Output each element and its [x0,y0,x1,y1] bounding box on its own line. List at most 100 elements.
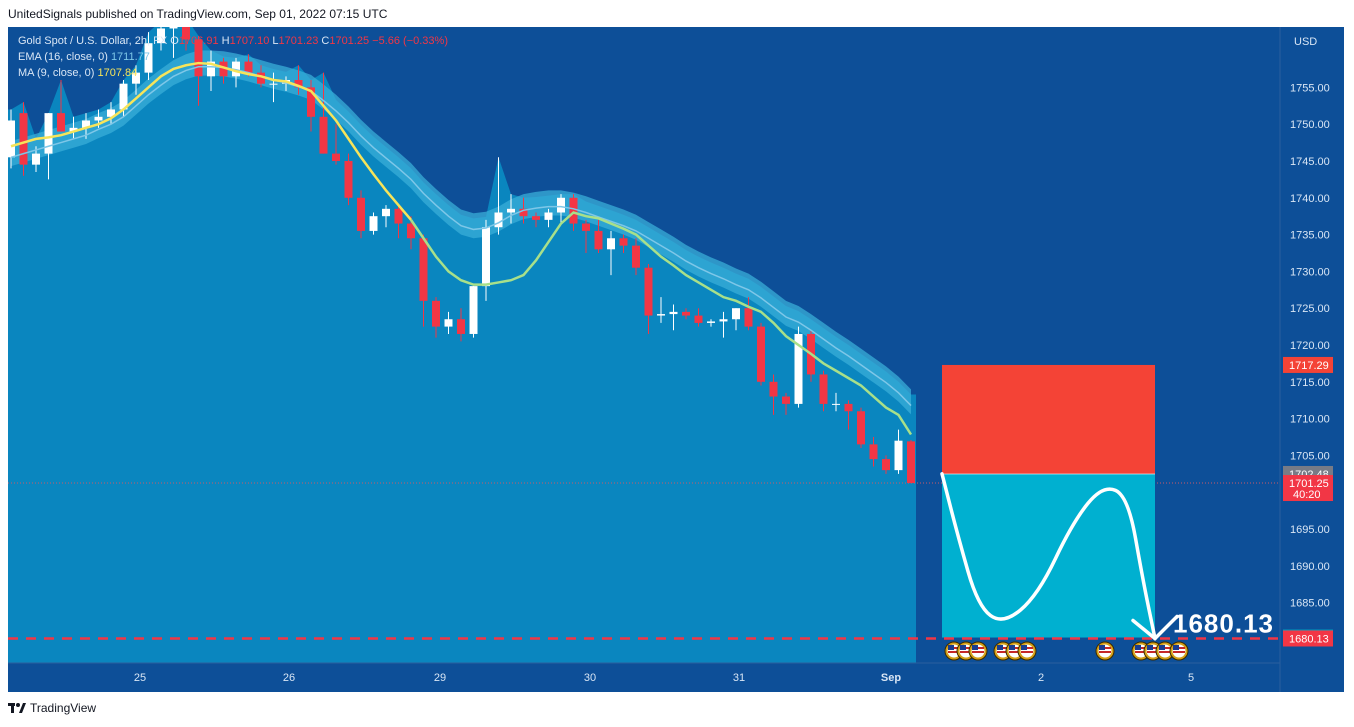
chart-legend: Gold Spot / U.S. Dollar, 2h, FX O1706.91… [18,33,448,81]
candle-body [57,113,65,132]
flag-stripe [1173,651,1185,653]
candle-body [744,308,753,327]
candle-body [444,319,453,327]
price-tick-label: 1715.00 [1290,377,1330,389]
candle-body [757,326,765,382]
candle-body [269,83,278,85]
price-tick-label: 1750.00 [1290,119,1330,131]
candle-body [782,396,790,404]
legend-ema-row[interactable]: EMA (16, close, 0) 1711.77 [18,49,448,65]
price-tick-label: 1745.00 [1290,156,1330,168]
projection-arrow [1131,614,1179,641]
footer-branding[interactable]: TradingView [8,701,96,715]
publisher-caption: UnitedSignals published on TradingView.c… [8,7,388,21]
legend-low-value: 1701.23 [278,35,319,47]
price-tick-label: 1740.00 [1290,193,1330,205]
candle-body [907,441,915,484]
candle-body [182,27,190,40]
price-axis-tag-label: 1680.13 [1289,633,1329,645]
ma-9-line [409,211,913,436]
candle-body [869,444,878,460]
candle-body [769,381,778,397]
candle-body [219,61,228,77]
flag-canton [1099,645,1105,650]
legend-ma-value: 1707.84 [97,67,138,79]
legend-ema-value: 1711.77 [110,51,150,63]
flag-stripe [972,651,984,653]
candle-body [632,245,640,268]
price-tick-label: 1685.00 [1290,598,1330,610]
ema-band [11,50,911,415]
candle-body [607,238,615,250]
legend-close-label: C [321,35,330,47]
candle-body [707,321,715,323]
price-axis-tag [1283,356,1333,373]
legend-high-label: H [221,35,230,47]
candle-body [882,459,890,471]
ema-16-line [10,66,912,407]
flag-canton [1147,645,1153,650]
candle-body [619,238,628,246]
candle-body [857,411,865,445]
candle-body [582,223,590,231]
flag-stripe [1159,651,1171,653]
candle-body [682,311,690,316]
chart-panel[interactable]: 1680.13 USD 1685.00 1690.00 1695.00 1705.00 17… [8,27,1344,692]
ma-9-line [10,61,412,221]
candle-body [544,212,553,220]
price-tick-label: 1720.00 [1290,340,1330,352]
candle-body [157,28,165,44]
candle-body [369,216,378,231]
candle-body [244,61,253,73]
legend-open-value: 1706.91 [178,35,219,47]
legend-symbol: Gold Spot / U.S. Dollar, 2h, FX [18,35,168,47]
candle-body [44,113,53,154]
legend-ma-label: MA (9, close, 0) [18,67,95,79]
candle-body [169,27,178,29]
candle-body [332,153,340,161]
candle-body [357,197,365,231]
projection-target-label: 1680.13 [1173,608,1274,638]
candle-body [132,72,140,84]
price-axis-currency: USD [1294,36,1317,48]
price-tick-label: 1690.00 [1290,561,1330,573]
flag-stripe [1135,651,1147,653]
take-profit-zone [942,473,1155,638]
candle-body [844,403,853,412]
time-tick-label: 2 [1038,672,1044,684]
price-chart[interactable]: 1680.13 USD 1685.00 1690.00 1695.00 1705.00 17… [8,27,1344,692]
price-axis-tag [1283,475,1333,502]
candle-body [319,116,328,154]
candle-body [407,223,415,239]
price-area-fill [8,27,916,663]
candle-body [694,315,703,323]
candle-body [82,120,90,128]
time-tick-label: 30 [584,672,596,684]
price-tick-label: 1755.00 [1290,82,1330,94]
candle-body [532,216,540,220]
flag-canton [948,645,954,650]
time-tick-label: 26 [283,672,295,684]
candle-body [194,39,203,77]
candle-body [107,109,115,117]
candle-body [644,267,653,316]
time-tick-label: 5 [1188,672,1194,684]
price-tick-label: 1705.00 [1290,450,1330,462]
candle-body [94,116,103,121]
legend-ma-row[interactable]: MA (9, close, 0) 1707.84 [18,65,448,81]
candle-body [669,311,678,315]
candle-body [819,374,828,404]
flag-canton [1173,645,1179,650]
candle-body [794,333,803,404]
flag-canton [1135,645,1141,650]
time-tick-label: 25 [134,672,146,684]
candle-body [32,153,40,165]
candle-body [494,212,503,228]
candle-body [557,197,565,213]
flag-canton [960,645,966,650]
legend-high-value: 1707.10 [229,35,270,47]
candle-body [257,72,265,84]
price-tick-label: 1725.00 [1290,303,1330,315]
candle-body [394,208,403,224]
stop-loss-zone [942,364,1155,474]
